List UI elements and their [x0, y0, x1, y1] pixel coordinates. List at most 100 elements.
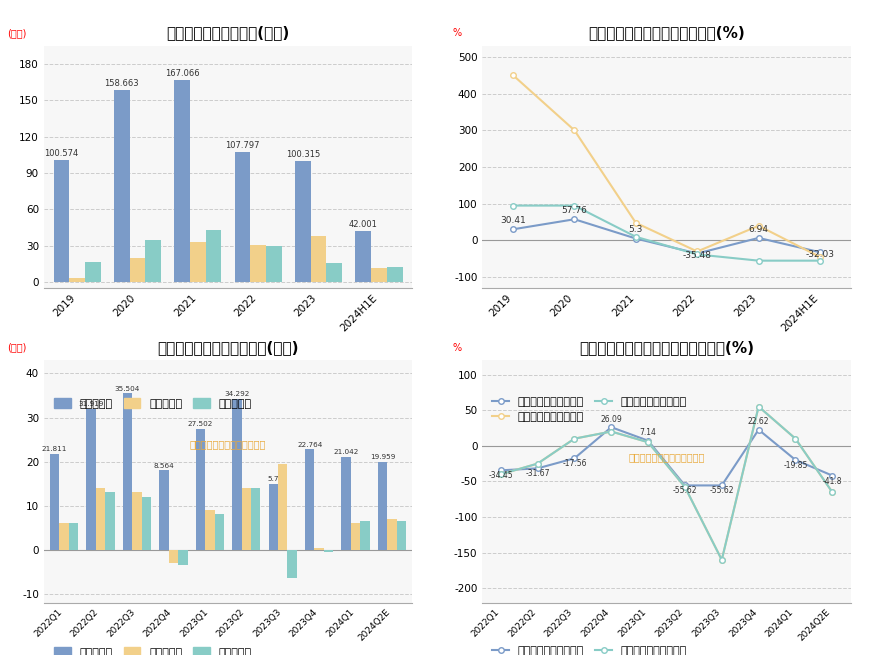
扣非净利润同比增长率 [508, 202, 518, 210]
营业总收入同比增长率 [569, 215, 580, 223]
Text: -32.03: -32.03 [805, 250, 835, 259]
Text: 31.919: 31.919 [78, 402, 103, 407]
归母净利润同比增长率 [827, 488, 838, 496]
Bar [175, 80, 190, 282]
Bar [315, 548, 324, 550]
Bar [326, 263, 342, 282]
Text: 30.41: 30.41 [500, 216, 526, 225]
Bar [130, 258, 146, 282]
Bar [355, 231, 371, 282]
Text: 19.959: 19.959 [370, 454, 396, 460]
Bar [69, 278, 85, 282]
归母净利润同比增长率 [532, 460, 543, 468]
Text: 167.066: 167.066 [165, 69, 199, 78]
Title: 总营收、净同比增长率季度变动情况(%): 总营收、净同比增长率季度变动情况(%) [579, 340, 754, 355]
营业总收入同比增长率 [643, 437, 653, 445]
Text: %: % [453, 343, 462, 352]
Bar [397, 521, 406, 550]
Bar [114, 90, 130, 282]
Text: 7.14: 7.14 [639, 428, 657, 437]
扣非净利润同比增长率 [815, 257, 825, 265]
营业总收入同比增长率 [569, 455, 580, 462]
Text: 制图数据来自恒生聚源数据库: 制图数据来自恒生聚源数据库 [189, 439, 267, 449]
扣非净利润同比增长率 [692, 250, 702, 258]
Bar [85, 261, 101, 282]
Bar [68, 523, 78, 550]
Text: %: % [453, 28, 462, 38]
扣非净利润同比增长率 [827, 488, 838, 496]
归母净利润同比增长率 [643, 438, 653, 446]
Bar [159, 470, 168, 550]
Bar [123, 393, 132, 550]
扣非净利润同比增长率 [753, 257, 764, 265]
Text: -41.8: -41.8 [823, 477, 842, 485]
Line: 扣非净利润同比增长率: 扣非净利润同比增长率 [510, 203, 823, 263]
营业总收入同比增长率 [606, 423, 617, 431]
Text: -31.67: -31.67 [525, 470, 550, 478]
Legend: 营业总收入同比增长率, 归母净利润同比增长率, 扣非净利润同比增长率: 营业总收入同比增长率, 归母净利润同比增长率, 扣非净利润同比增长率 [488, 641, 692, 655]
Bar [215, 514, 224, 550]
Bar [206, 230, 221, 282]
归母净利润同比增长率 [680, 483, 690, 491]
Bar [305, 449, 315, 550]
归母净利润同比增长率 [508, 71, 518, 79]
Text: 6.94: 6.94 [749, 225, 768, 234]
Text: 5.7: 5.7 [267, 476, 279, 482]
归母净利润同比增长率 [717, 556, 727, 564]
Text: 5.3: 5.3 [629, 225, 643, 234]
Bar [266, 246, 282, 282]
Line: 归母净利润同比增长率: 归母净利润同比增长率 [498, 403, 835, 563]
扣非净利润同比增长率 [643, 438, 653, 446]
Text: -17.56: -17.56 [562, 459, 587, 468]
营业总收入同比增长率 [680, 481, 690, 489]
扣非净利润同比增长率 [569, 202, 580, 210]
Bar [250, 245, 266, 282]
Text: -55.62: -55.62 [673, 487, 697, 495]
归母净利润同比增长率 [753, 222, 764, 230]
扣非净利润同比增长率 [717, 556, 727, 564]
Bar [168, 550, 178, 563]
营业总收入同比增长率 [508, 225, 518, 233]
扣非净利润同比增长率 [753, 403, 764, 411]
Bar [232, 399, 241, 550]
扣非净利润同比增长率 [680, 483, 690, 491]
Bar [190, 242, 206, 282]
Text: 27.502: 27.502 [188, 421, 213, 427]
营业总收入同比增长率 [753, 426, 764, 434]
Text: 21.811: 21.811 [42, 446, 68, 452]
营业总收入同比增长率 [532, 464, 543, 472]
Text: 158.663: 158.663 [104, 79, 139, 88]
Bar [378, 462, 388, 550]
归母净利润同比增长率 [496, 470, 506, 478]
Bar [96, 488, 105, 550]
Bar [205, 510, 215, 550]
Text: (亿元): (亿元) [7, 343, 26, 352]
Title: 总营收、净利季度变动情况(亿元): 总营收、净利季度变动情况(亿元) [157, 340, 299, 355]
Text: 26.09: 26.09 [601, 415, 622, 424]
Text: 57.76: 57.76 [561, 206, 588, 215]
营业总收入同比增长率 [496, 466, 506, 474]
Text: 100.574: 100.574 [44, 149, 78, 159]
Bar [371, 268, 387, 282]
Text: 42.001: 42.001 [349, 221, 378, 229]
营业总收入同比增长率 [753, 234, 764, 242]
Bar [241, 488, 251, 550]
Text: 21.042: 21.042 [333, 449, 359, 455]
Bar [59, 523, 68, 550]
Bar [288, 550, 297, 578]
归母净利润同比增长率 [815, 253, 825, 261]
Bar [278, 464, 288, 550]
Bar [132, 493, 141, 550]
Bar [295, 160, 310, 282]
Legend: 营业总收入同比增长率, 归母净利润同比增长率, 扣非净利润同比增长率: 营业总收入同比增长率, 归母净利润同比增长率, 扣非净利润同比增长率 [488, 392, 692, 427]
Text: 22.62: 22.62 [748, 417, 769, 426]
Bar [360, 521, 370, 550]
扣非净利润同比增长率 [790, 435, 801, 443]
Bar [53, 160, 69, 282]
Text: -55.62: -55.62 [709, 487, 734, 495]
Bar [251, 488, 260, 550]
Text: 22.764: 22.764 [297, 441, 323, 447]
营业总收入同比增长率 [790, 456, 801, 464]
归母净利润同比增长率 [569, 435, 580, 443]
Bar [50, 454, 59, 550]
